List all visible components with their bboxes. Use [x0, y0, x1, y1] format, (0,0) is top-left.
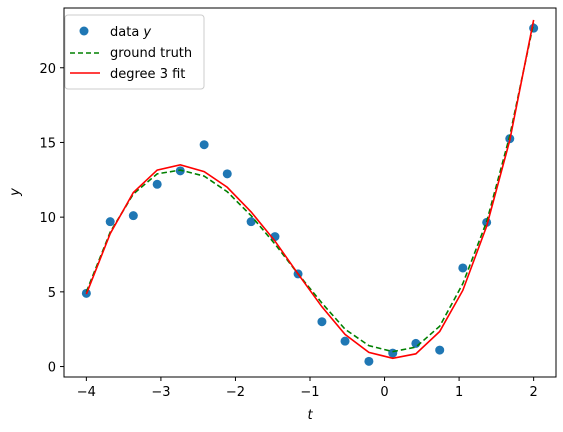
x-tick-label: −3: [151, 385, 170, 400]
y-tick-label: 10: [39, 211, 56, 226]
y-axis-label: y: [8, 188, 23, 197]
y-axis: 0 5 10 15 20: [39, 62, 64, 376]
data-point: [529, 23, 539, 33]
y-tick-label: 15: [39, 136, 56, 151]
legend-label-data-italic: y: [142, 25, 151, 40]
legend-label-fit: degree 3 fit: [110, 67, 185, 82]
data-point: [105, 217, 115, 227]
legend-box: [64, 14, 205, 90]
x-axis-label: t: [307, 408, 313, 423]
x-tick-label: −4: [77, 385, 96, 400]
series-line-ground-truth: [85, 22, 535, 353]
x-tick-label: −2: [226, 385, 245, 400]
legend-marker-data: [79, 26, 89, 36]
y-tick-label: 0: [48, 361, 56, 376]
data-point: [222, 169, 232, 179]
data-point: [435, 345, 445, 355]
data-point: [388, 348, 398, 358]
data-point: [340, 336, 350, 346]
data-point: [364, 356, 374, 366]
x-tick-label: 1: [455, 385, 463, 400]
data-point: [458, 263, 468, 273]
data-point: [128, 211, 138, 221]
legend: data y ground truth degree 3 fit: [64, 14, 205, 90]
legend-label-data: data y: [110, 25, 151, 40]
y-tick-label: 20: [39, 62, 56, 77]
data-point: [199, 140, 209, 150]
legend-label-data-text: data: [110, 25, 143, 40]
x-tick-label: 2: [529, 385, 537, 400]
y-tick-label: 5: [48, 286, 56, 301]
series-layer: [81, 19, 539, 366]
x-axis: −4 −3 −2 −1 0 1 2: [77, 377, 538, 400]
series-line-degree-3-fit: [85, 19, 535, 360]
legend-label-ground-truth: ground truth: [110, 46, 192, 61]
data-point: [152, 179, 162, 189]
x-tick-label: −1: [300, 385, 319, 400]
x-tick-label: 0: [380, 385, 388, 400]
data-point: [317, 317, 327, 327]
data-point: [246, 217, 256, 227]
